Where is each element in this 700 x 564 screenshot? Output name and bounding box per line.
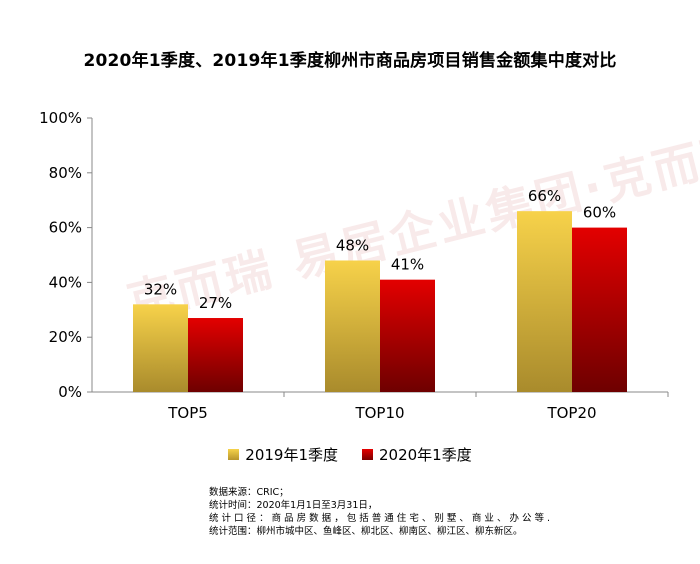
y-tick-label: 80%: [49, 164, 82, 182]
y-tick-label: 0%: [58, 383, 82, 401]
data-label: 41%: [391, 256, 424, 274]
bar-top10-series-1: [325, 260, 380, 392]
x-tick-label: TOP10: [354, 404, 404, 422]
bar-top5-series-1: [133, 304, 188, 392]
x-tick-label: TOP5: [167, 404, 208, 422]
note-source: 数据来源：CRIC；: [209, 487, 289, 498]
note-scope: 统 计 口 径 ： 商 品 房 数 据 ， 包 括 普 通 住 宅 、 别 墅 …: [209, 513, 551, 524]
legend-swatch-2019: [228, 449, 240, 460]
x-tick-label: TOP20: [546, 404, 596, 422]
bar-top5-series-2: [188, 318, 243, 392]
legend-item-2020: 2020年1季度: [362, 444, 472, 465]
y-tick-label: 100%: [39, 109, 82, 127]
source-notes: 数据来源：CRIC； 统计时间：2020年1月1日至3月31日， 统 计 口 径…: [209, 486, 550, 538]
legend-item-2019: 2019年1季度: [228, 444, 338, 465]
bar-top20-series-2: [572, 227, 627, 392]
note-period: 统计时间：2020年1月1日至3月31日，: [209, 500, 378, 511]
legend-label-2019: 2019年1季度: [245, 446, 338, 464]
data-label: 32%: [144, 280, 177, 298]
legend: 2019年1季度 2020年1季度: [0, 444, 700, 465]
y-tick-label: 60%: [49, 219, 82, 237]
data-label: 60%: [583, 204, 616, 222]
chart-title: 2020年1季度、2019年1季度柳州市商品房项目销售金额集中度对比: [83, 51, 617, 71]
bar-top20-series-1: [517, 211, 572, 392]
legend-label-2020: 2020年1季度: [379, 446, 472, 464]
data-label: 66%: [528, 187, 561, 205]
y-tick-label: 40%: [49, 273, 82, 291]
legend-swatch-2020: [362, 449, 373, 460]
bar-top10-series-2: [380, 279, 435, 392]
data-label: 48%: [336, 236, 369, 254]
note-range: 统计范围：柳州市城中区、鱼峰区、柳北区、柳南区、柳江区、柳东新区。: [209, 526, 523, 537]
data-label: 27%: [199, 294, 232, 312]
y-tick-label: 20%: [49, 328, 82, 346]
